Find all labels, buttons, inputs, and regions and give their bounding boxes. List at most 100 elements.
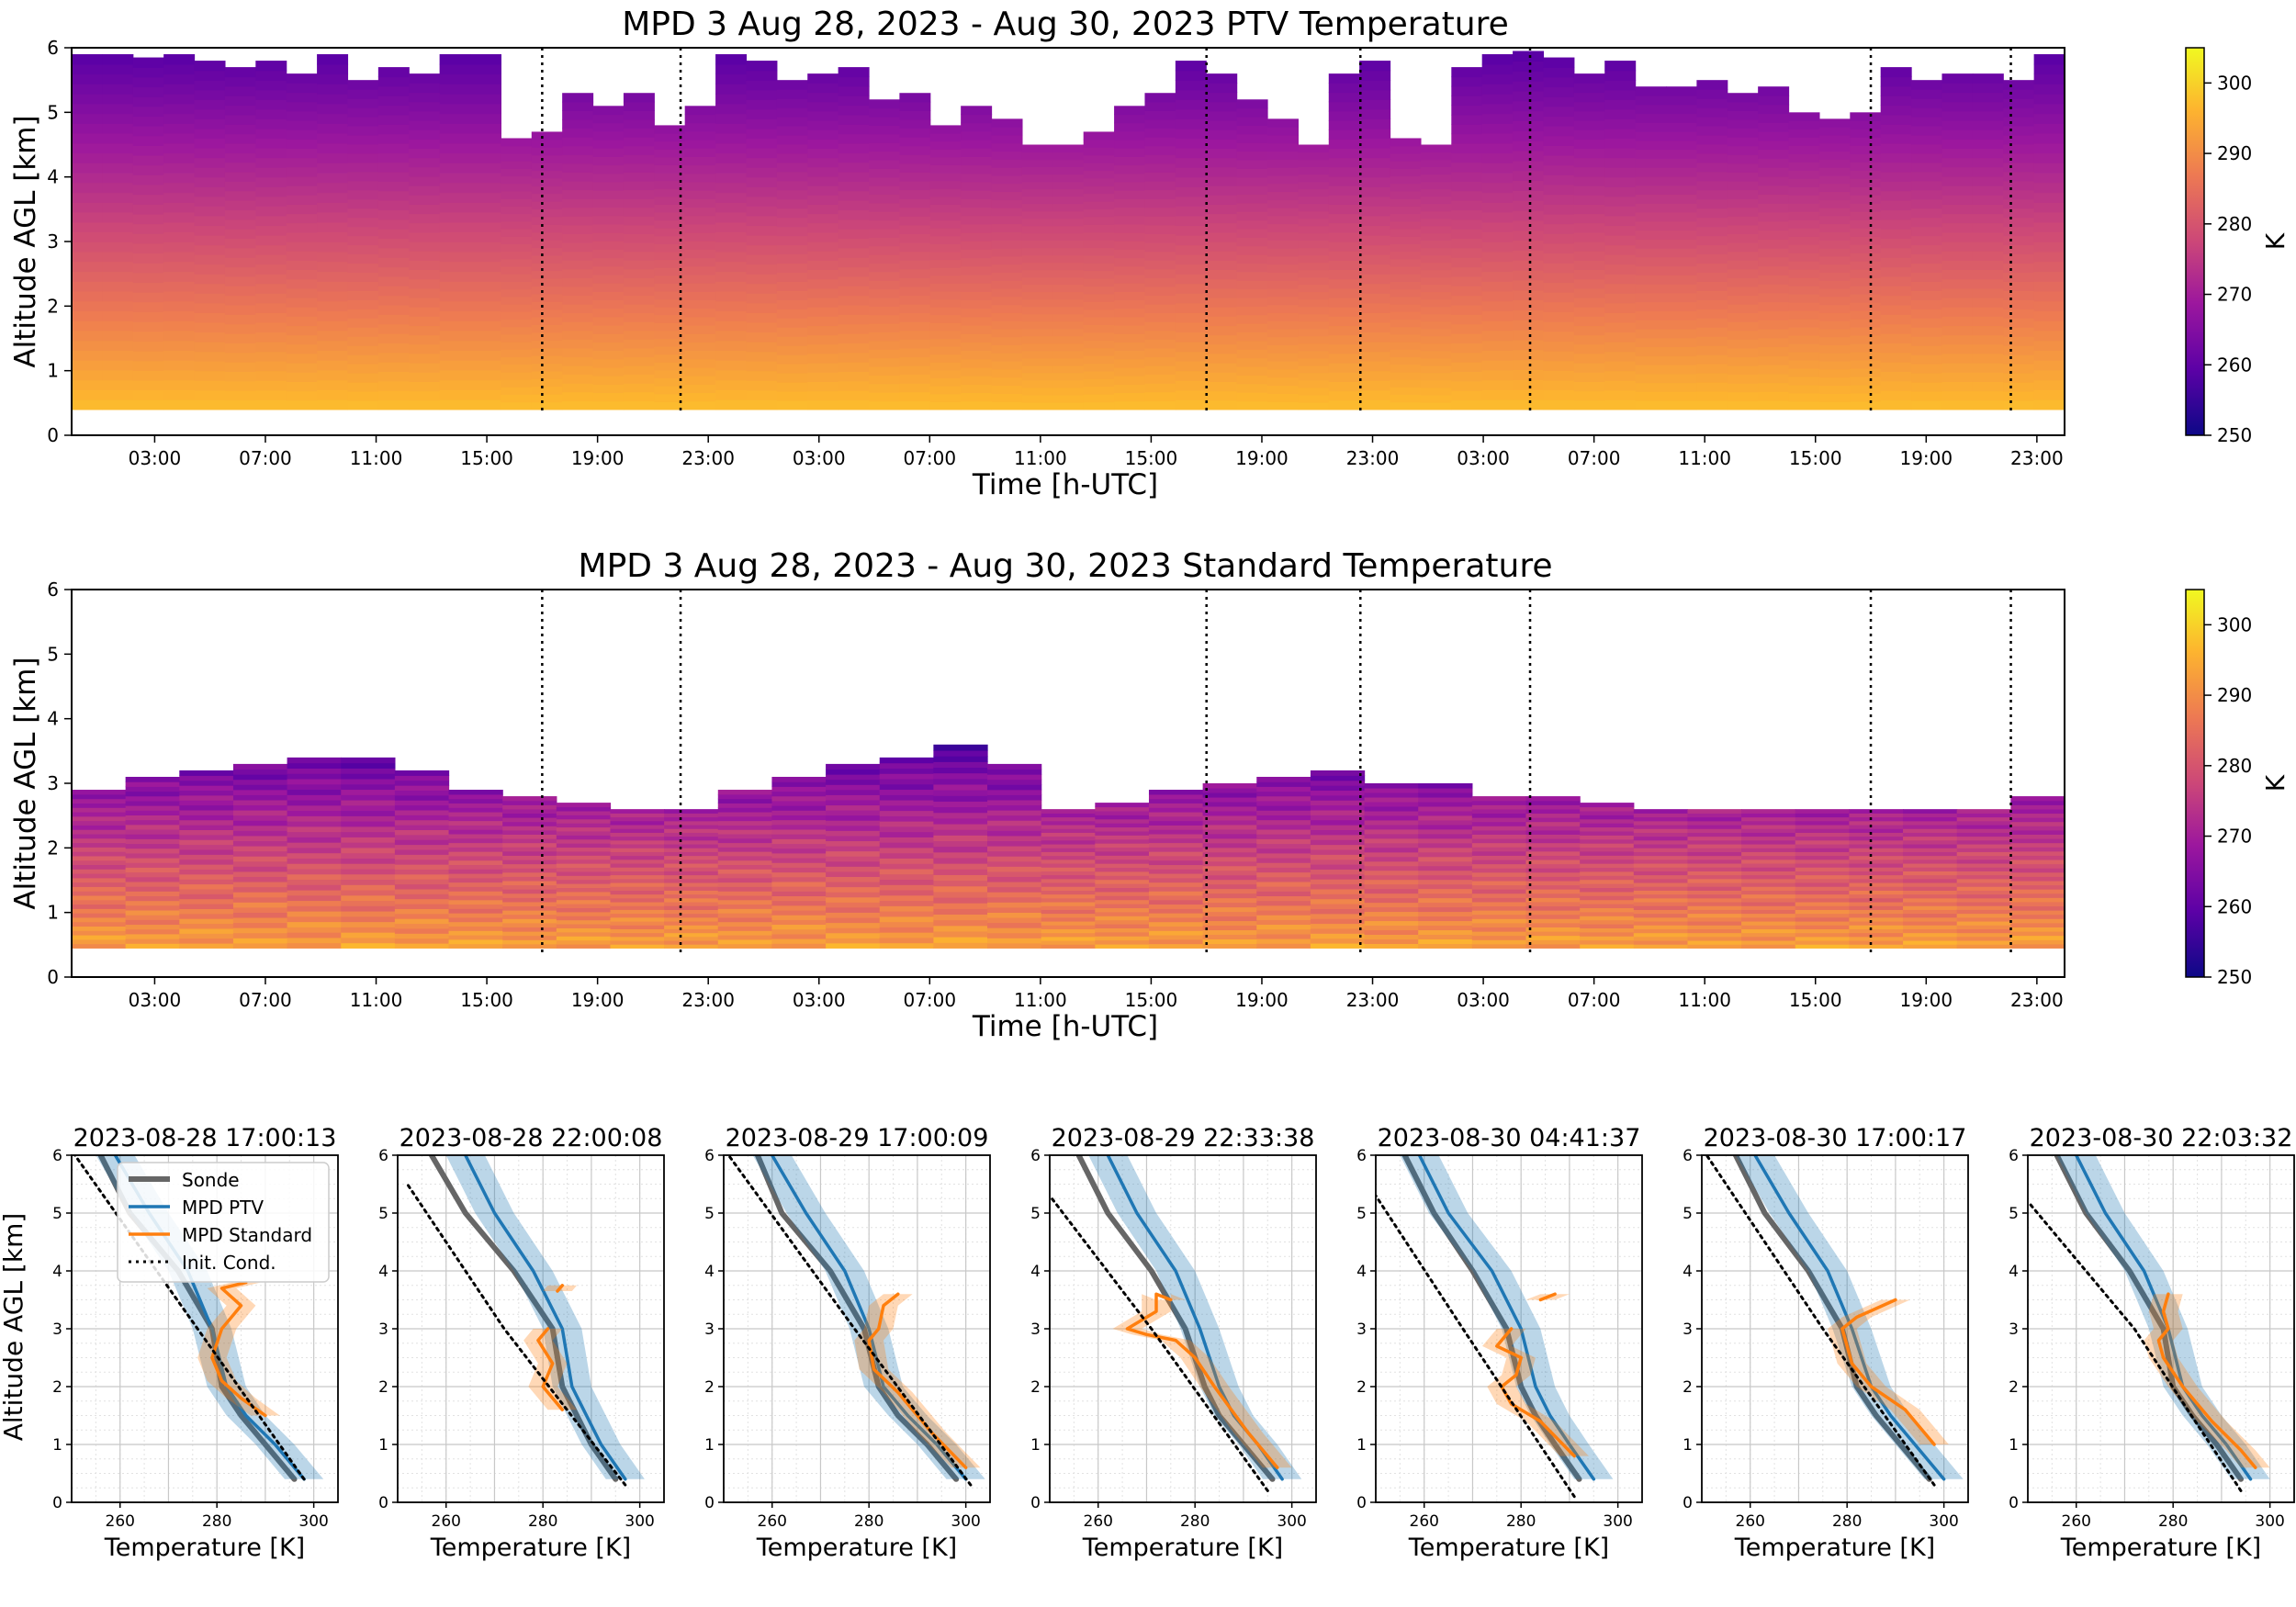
- heatmap-cell: [1420, 298, 1452, 308]
- heatmap-cell: [1903, 882, 1958, 887]
- heatmap-cell: [987, 912, 1042, 918]
- heatmap-cell: [317, 231, 349, 242]
- heatmap-cell: [1148, 793, 1204, 800]
- heatmap-cell: [1850, 129, 1882, 138]
- heatmap-cell: [286, 166, 318, 177]
- heatmap-cell: [1052, 365, 1085, 374]
- heatmap-cell: [826, 876, 881, 882]
- heatmap-cell: [1256, 900, 1311, 906]
- heatmap-cell: [1236, 306, 1268, 316]
- heatmap-cell: [347, 281, 379, 291]
- heatmap-cell: [717, 869, 773, 874]
- heatmap-cell: [501, 326, 533, 335]
- subplot-title: 2023-08-29 17:00:09: [726, 1124, 989, 1152]
- heatmap-cell: [501, 220, 533, 230]
- heatmap-cell: [1687, 909, 1742, 915]
- heatmap-cell: [394, 834, 450, 840]
- heatmap-cell: [1635, 337, 1667, 348]
- heatmap-cell: [1633, 936, 1689, 941]
- heatmap-cell: [1021, 298, 1053, 308]
- heatmap-cell: [664, 939, 719, 945]
- y-tick-label: 6: [47, 37, 59, 59]
- heatmap-cell: [1236, 211, 1268, 221]
- heatmap-cell: [1328, 73, 1360, 84]
- heatmap-cell: [991, 127, 1023, 136]
- heatmap-cell: [1021, 350, 1053, 359]
- heatmap-cell: [232, 942, 288, 949]
- x-tick-label: 300: [625, 1512, 654, 1531]
- heatmap-cell: [1236, 365, 1268, 376]
- heatmap-cell: [899, 224, 931, 234]
- heatmap-cell: [1175, 234, 1207, 246]
- heatmap-cell: [715, 94, 748, 105]
- heatmap-cell: [224, 275, 256, 287]
- heatmap-cell: [961, 114, 993, 124]
- heatmap-cell: [1052, 335, 1085, 344]
- heatmap-cell: [1267, 344, 1299, 354]
- heatmap-cell: [194, 389, 226, 400]
- heatmap-cell: [2003, 189, 2035, 200]
- heatmap-cell: [286, 195, 318, 205]
- heatmap-cell: [1903, 859, 1958, 864]
- heatmap-cell: [929, 377, 962, 387]
- heatmap-cell: [562, 128, 594, 138]
- heatmap-cell: [1849, 886, 1904, 891]
- x-tick-label: 23:00: [2010, 447, 2064, 469]
- heatmap-cell: [879, 852, 934, 859]
- heatmap-cell: [1359, 399, 1391, 410]
- heatmap-cell: [987, 860, 1042, 867]
- heatmap-cell: [1359, 148, 1391, 159]
- heatmap-cell: [287, 889, 342, 896]
- heatmap-cell: [194, 342, 226, 353]
- legend-standard-label: MPD Standard: [182, 1224, 312, 1246]
- heatmap-cell: [347, 171, 379, 182]
- heatmap-cell: [1390, 265, 1422, 275]
- heatmap-cell: [1513, 399, 1545, 410]
- heatmap-cell: [1911, 117, 1943, 127]
- heatmap-cell: [623, 233, 655, 243]
- heatmap-cell: [1543, 360, 1575, 371]
- heatmap-cell: [1850, 170, 1882, 179]
- heatmap-cell: [1359, 118, 1391, 129]
- heatmap-cell: [1941, 185, 1974, 196]
- heatmap-cell: [1818, 183, 1851, 193]
- heatmap-cell: [377, 295, 410, 306]
- heatmap-cell: [1095, 887, 1150, 893]
- heatmap-cell: [317, 211, 349, 223]
- heatmap-cell: [1635, 131, 1667, 141]
- heatmap-cell: [715, 379, 748, 390]
- heatmap-cell: [1041, 916, 1096, 922]
- heatmap-cell: [439, 142, 471, 154]
- heatmap-cell: [826, 886, 881, 893]
- heatmap-cell: [1956, 944, 2011, 949]
- heatmap-cell: [341, 942, 396, 949]
- y-tick-label: 1: [378, 1436, 388, 1455]
- heatmap-cell: [317, 172, 349, 184]
- heatmap-cell: [102, 94, 134, 105]
- heatmap-cell: [163, 73, 196, 84]
- heatmap-cell: [1206, 213, 1238, 224]
- heatmap-cell: [1175, 61, 1207, 72]
- heatmap-cell: [1021, 247, 1053, 256]
- heatmap-cell: [1972, 195, 2004, 205]
- heatmap-cell: [448, 872, 503, 879]
- heatmap-cell: [807, 92, 839, 103]
- heatmap-cell: [1451, 371, 1483, 382]
- x-tick-label: 260: [1736, 1512, 1765, 1531]
- heatmap-cell: [1114, 333, 1146, 343]
- heatmap-cell: [179, 923, 234, 929]
- heatmap-cell: [1525, 796, 1581, 802]
- heatmap-cell: [654, 354, 686, 363]
- heatmap-cell: [869, 288, 900, 298]
- heatmap-cell: [2033, 163, 2065, 174]
- heatmap-cell: [1481, 211, 1514, 223]
- heatmap-cell: [2033, 94, 2065, 105]
- heatmap-cell: [1298, 306, 1330, 315]
- heatmap-cell: [1418, 916, 1473, 922]
- heatmap-cell: [715, 63, 748, 75]
- heatmap-cell: [439, 192, 471, 203]
- heatmap-cell: [531, 317, 563, 326]
- heatmap-cell: [987, 820, 1042, 826]
- heatmap-cell: [1850, 178, 1882, 187]
- heatmap-cell: [1543, 213, 1575, 225]
